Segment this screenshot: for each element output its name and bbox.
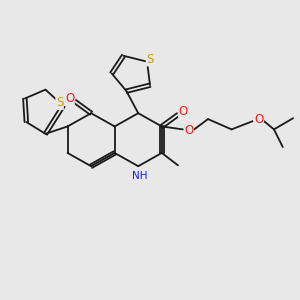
Text: O: O xyxy=(184,124,194,137)
Text: O: O xyxy=(178,105,188,118)
Text: NH: NH xyxy=(132,171,147,181)
Text: O: O xyxy=(65,92,74,105)
Text: S: S xyxy=(56,96,63,110)
Text: S: S xyxy=(146,53,154,66)
Text: O: O xyxy=(254,113,263,126)
